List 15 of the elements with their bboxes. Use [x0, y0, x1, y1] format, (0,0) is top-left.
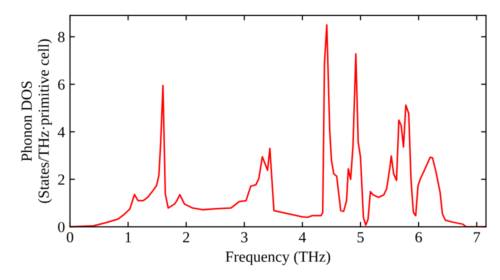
y-tick-label: 2 — [58, 174, 64, 185]
y-axis-title: Phonon DOS (States/THz·primitive cell) — [21, 39, 52, 203]
x-tick-label: 6 — [415, 232, 422, 242]
y-tick-label: 8 — [58, 32, 65, 42]
x-tick-label: 4 — [298, 232, 306, 242]
y-tick-label: 0 — [58, 222, 65, 232]
x-axis-title: Frequency (THz) — [226, 251, 330, 265]
y-tick-label: 4 — [58, 127, 65, 138]
x-tick-label: 2 — [183, 232, 190, 242]
x-tick-label: 7 — [474, 232, 480, 242]
x-tick-label: 5 — [358, 232, 364, 242]
y-tick-label: 6 — [58, 79, 65, 90]
x-tick-label: 1 — [126, 232, 132, 242]
x-tick-label: 3 — [241, 232, 248, 242]
x-tick-label: 0 — [66, 232, 74, 242]
